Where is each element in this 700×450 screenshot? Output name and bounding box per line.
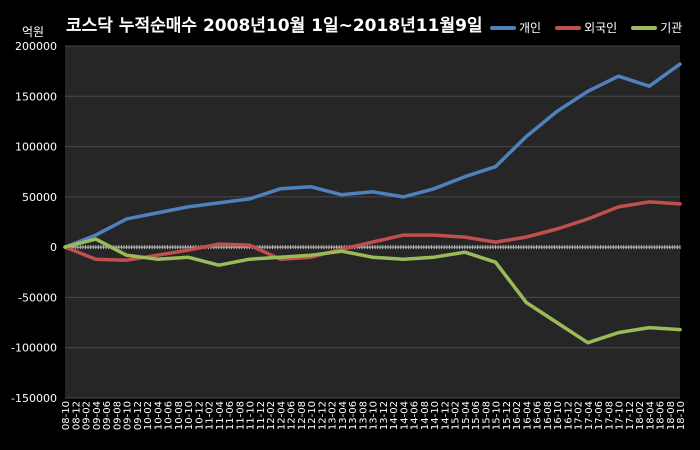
x-tick-label: 13-10 xyxy=(369,401,380,430)
x-tick-label: 13-12 xyxy=(379,401,390,430)
x-tick-label: 12-10 xyxy=(307,401,318,430)
x-tick-label: 12-08 xyxy=(297,401,308,430)
y-tick-label: 0 xyxy=(50,241,57,254)
x-tick-label: 11-12 xyxy=(256,401,267,430)
x-tick-label: 16-06 xyxy=(533,401,544,430)
x-tick-label: 17-02 xyxy=(574,401,585,430)
x-tick-label: 17-04 xyxy=(584,401,595,430)
plot-area xyxy=(65,46,680,398)
x-tick-label: 12-02 xyxy=(266,401,277,430)
legend-item: 개인 xyxy=(490,19,541,36)
x-tick-label: 13-02 xyxy=(328,401,339,430)
x-tick-label: 17-06 xyxy=(594,401,605,430)
x-tick-label: 10-12 xyxy=(194,401,205,430)
x-tick-label: 14-10 xyxy=(430,401,441,430)
legend-label: 외국인 xyxy=(584,21,618,35)
x-tick-label: 09-10 xyxy=(123,401,134,430)
x-tick-label: 11-06 xyxy=(225,401,236,430)
x-tick-label: 15-12 xyxy=(502,401,513,430)
x-tick-label: 09-06 xyxy=(102,401,113,430)
x-tick-label: 16-12 xyxy=(563,401,574,430)
x-tick-label: 09-02 xyxy=(82,401,93,430)
x-tick-label: 09-12 xyxy=(133,401,144,430)
x-tick-label: 10-06 xyxy=(164,401,175,430)
legend-label: 개인 xyxy=(519,21,542,35)
x-tick-label: 18-02 xyxy=(635,401,646,430)
x-tick-label: 09-04 xyxy=(92,401,103,430)
y-tick-label: 50000 xyxy=(22,191,57,204)
legend-swatch xyxy=(490,25,516,30)
x-tick-label: 15-10 xyxy=(492,401,503,430)
x-tick-label: 15-02 xyxy=(451,401,462,430)
chart-title: 코스닥 누적순매수 2008년10월 1일~2018년11월9일 xyxy=(66,16,483,36)
x-tick-label: 10-10 xyxy=(184,401,195,430)
y-tick-label: 150000 xyxy=(15,90,57,103)
y-tick-label: -50000 xyxy=(18,291,57,304)
x-tick-label: 15-04 xyxy=(461,401,472,430)
legend-label: 기관 xyxy=(660,21,683,35)
x-tick-label: 11-08 xyxy=(235,401,246,430)
y-tick-label: 200000 xyxy=(15,40,57,53)
legend-item: 기관 xyxy=(631,19,682,36)
x-tick-label: 17-10 xyxy=(615,401,626,430)
x-tick-label: 12-06 xyxy=(287,401,298,430)
x-tick-label: 18-06 xyxy=(656,401,667,430)
x-tick-label: 15-08 xyxy=(481,401,492,430)
x-tick-label: 18-10 xyxy=(676,401,687,430)
x-tick-label: 08-12 xyxy=(71,401,82,430)
x-tick-label: 10-04 xyxy=(153,401,164,430)
x-tick-label: 15-06 xyxy=(471,401,482,430)
x-tick-label: 16-10 xyxy=(553,401,564,430)
x-tick-label: 14-08 xyxy=(420,401,431,430)
x-tick-label: 13-06 xyxy=(348,401,359,430)
x-tick-label: 10-02 xyxy=(143,401,154,430)
x-tick-label: 18-08 xyxy=(666,401,677,430)
x-tick-label: 09-08 xyxy=(112,401,123,430)
x-tick-label: 16-08 xyxy=(543,401,554,430)
x-tick-label: 17-12 xyxy=(625,401,636,430)
x-tick-label: 14-04 xyxy=(399,401,410,430)
x-tick-label: 14-06 xyxy=(410,401,421,430)
x-tick-label: 14-02 xyxy=(389,401,400,430)
y-axis-unit-label: 억원 xyxy=(22,25,45,39)
legend-swatch xyxy=(631,25,658,30)
x-tick-label: 12-12 xyxy=(317,401,328,430)
x-tick-label: 13-04 xyxy=(338,401,349,430)
x-tick-label: 11-04 xyxy=(215,401,226,430)
legend-swatch xyxy=(555,25,582,30)
x-tick-label: 11-02 xyxy=(205,401,216,430)
y-tick-label: -100000 xyxy=(11,342,57,355)
series-line-0 xyxy=(63,62,682,249)
x-tick-label: 10-08 xyxy=(174,401,185,430)
x-tick-label: 18-04 xyxy=(645,401,656,430)
legend-item: 외국인 xyxy=(555,19,617,36)
y-tick-label: 100000 xyxy=(15,141,57,154)
x-tick-label: 13-08 xyxy=(358,401,369,430)
y-tick-label: -150000 xyxy=(11,392,57,405)
x-tick-label: 08-10 xyxy=(61,401,72,430)
legend: 개인 외국인 기관 xyxy=(490,19,682,36)
x-tick-label: 17-08 xyxy=(604,401,615,430)
x-tick-label: 16-04 xyxy=(522,401,533,430)
x-tick-label: 12-04 xyxy=(276,401,287,430)
x-tick-label: 11-10 xyxy=(246,401,257,430)
series-line-2 xyxy=(63,237,682,345)
x-tick-label: 16-02 xyxy=(512,401,523,430)
x-tick-label: 14-12 xyxy=(440,401,451,430)
series-line-1 xyxy=(63,200,682,262)
